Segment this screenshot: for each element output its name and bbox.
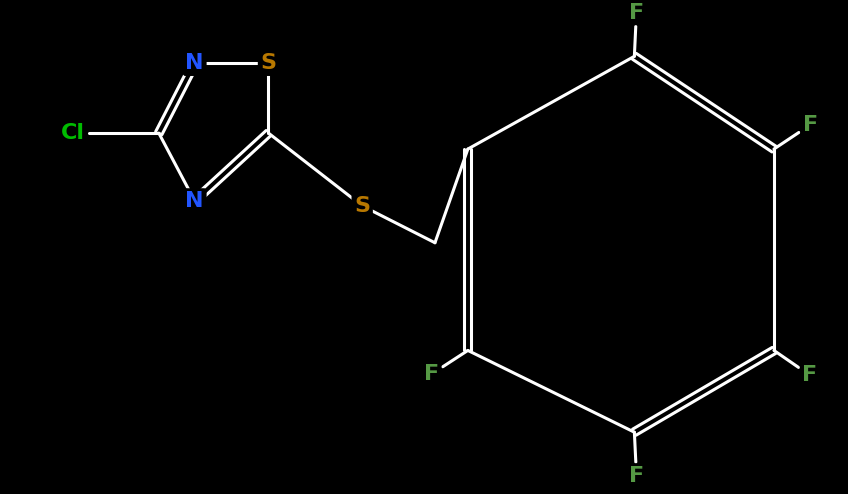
Text: F: F [802, 366, 817, 385]
Text: S: S [260, 53, 276, 73]
Text: F: F [629, 466, 644, 486]
Text: S: S [354, 196, 371, 216]
Text: N: N [186, 53, 204, 73]
Text: F: F [629, 2, 644, 23]
Text: N: N [186, 191, 204, 211]
Text: Cl: Cl [61, 123, 85, 143]
Text: F: F [423, 365, 438, 384]
Text: F: F [803, 115, 818, 135]
